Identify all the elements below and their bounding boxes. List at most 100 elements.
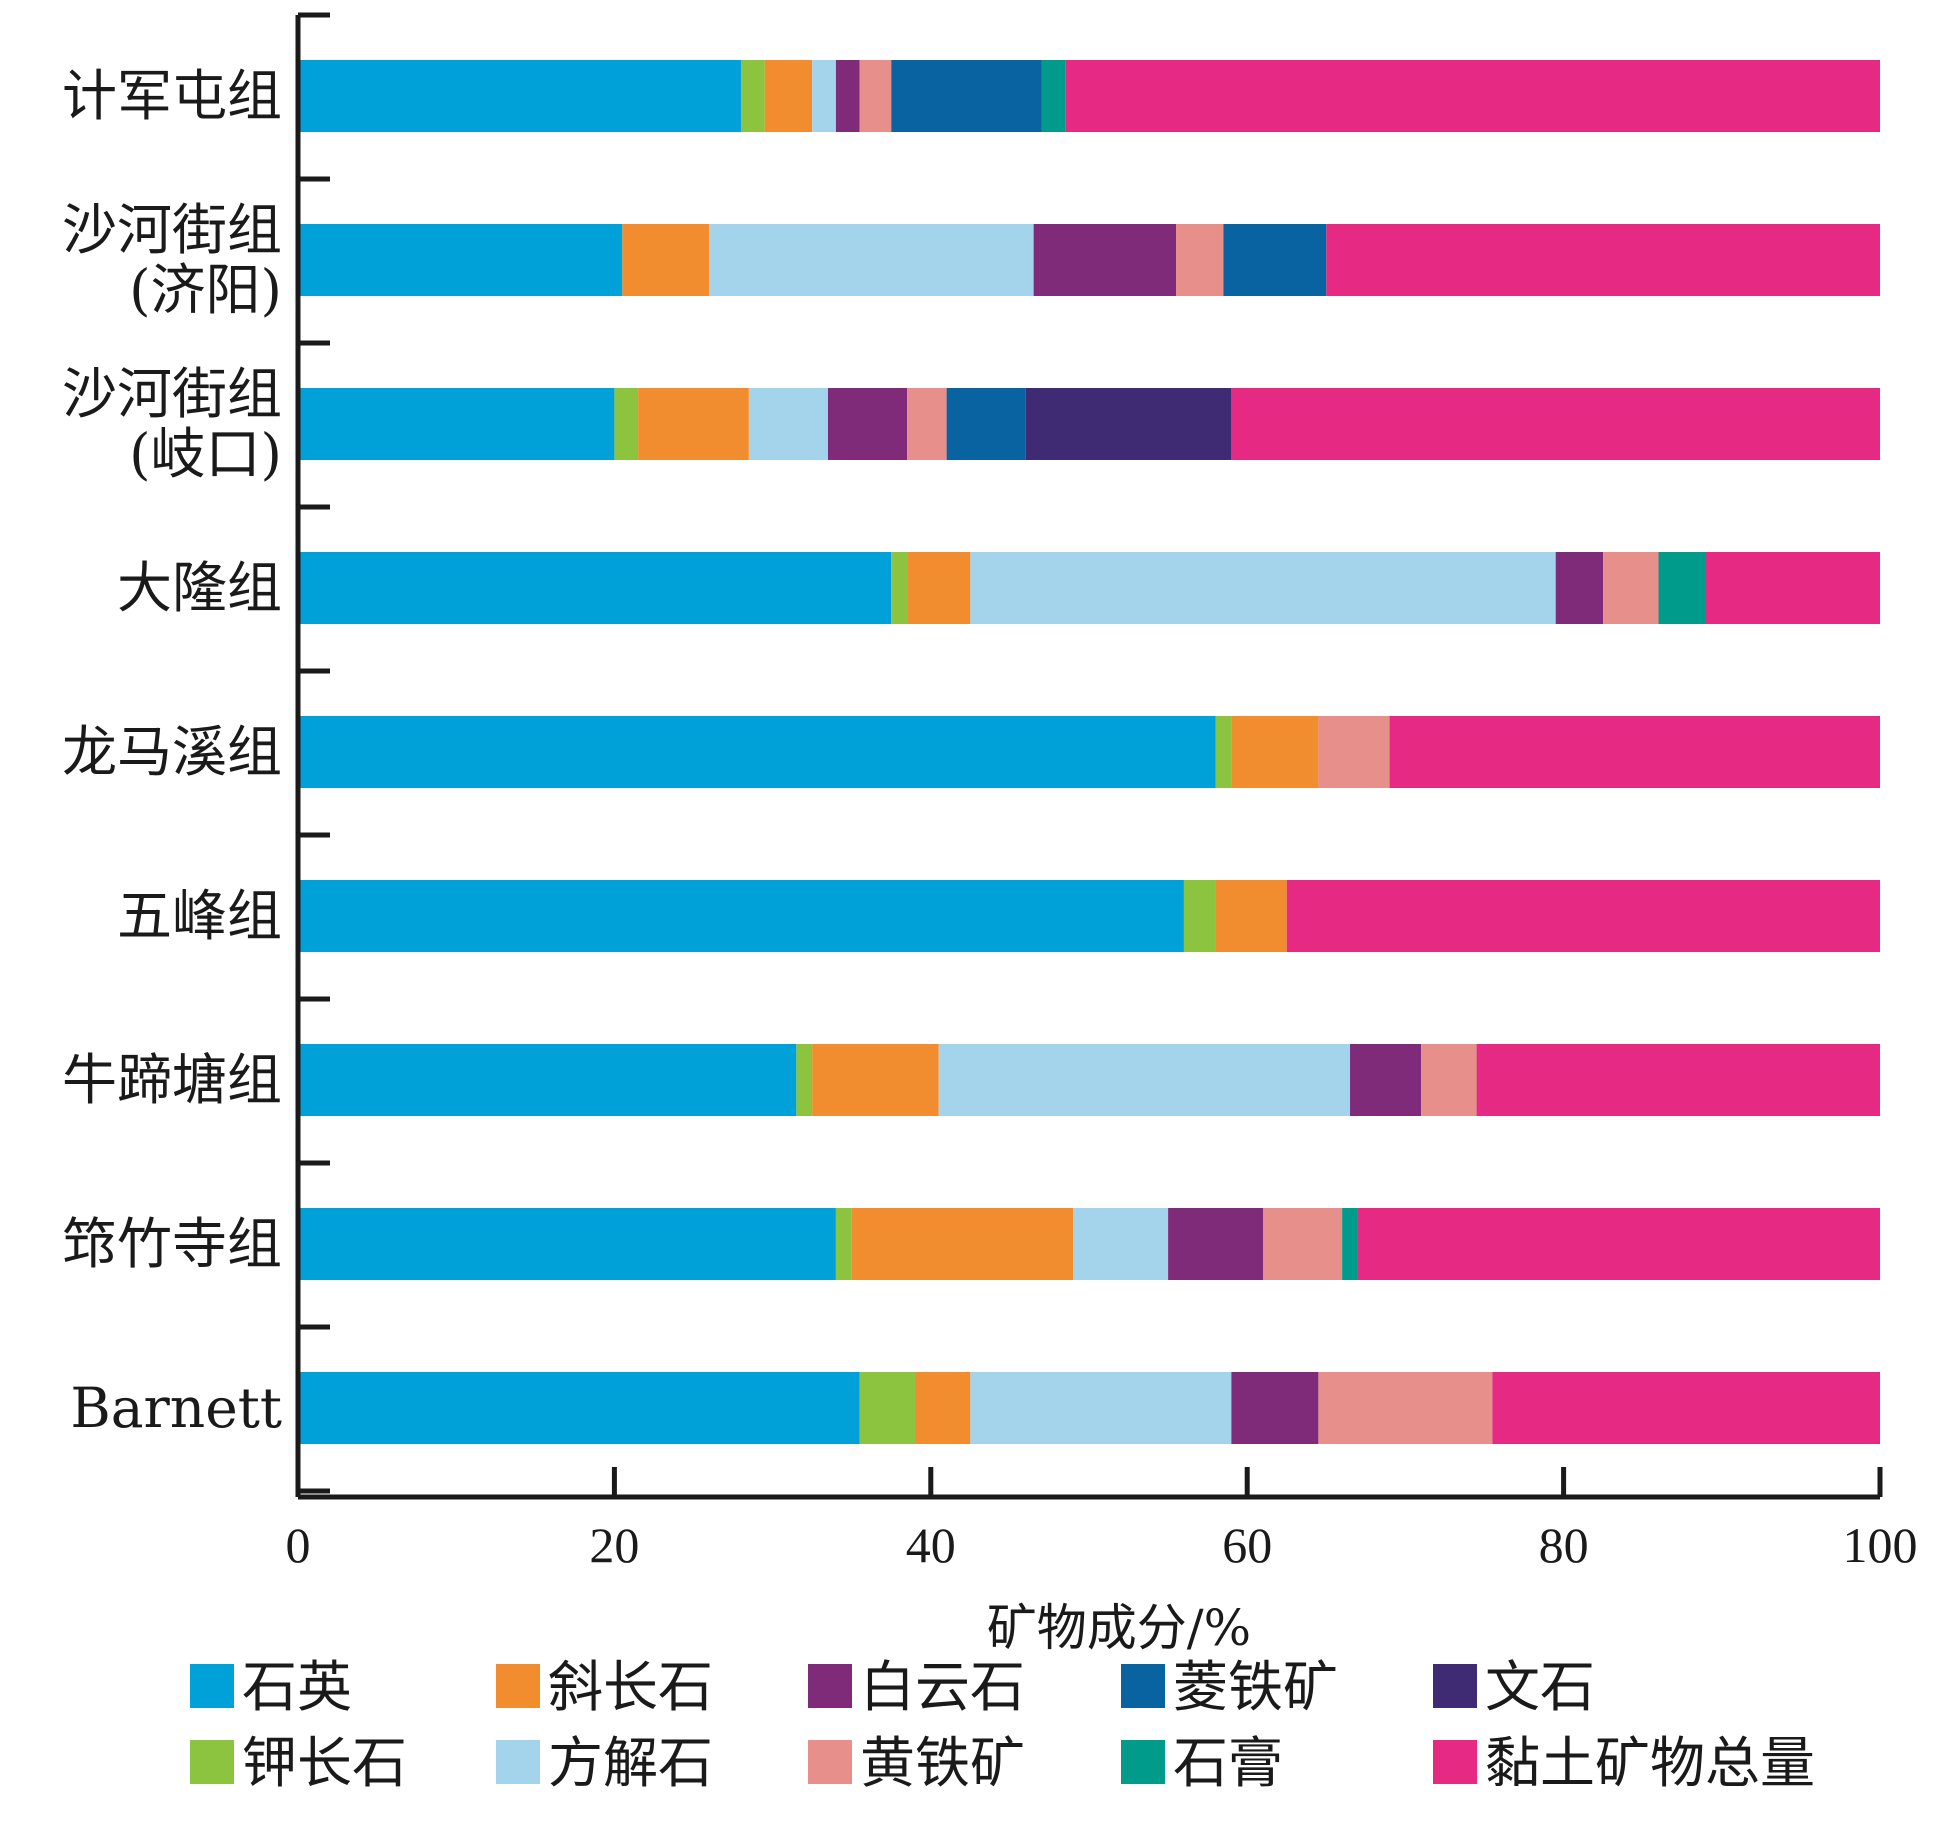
bar-segment (1033, 224, 1177, 296)
category-label: 沙河街组(岐口) (62, 362, 282, 486)
legend-swatch (1433, 1740, 1477, 1784)
bar-segment (1176, 224, 1224, 296)
bar-segment (298, 1372, 860, 1444)
category-label-line: 牛蹄塘组 (62, 1048, 282, 1112)
category-label: Barnett (70, 1376, 282, 1440)
category-label: 筇竹寺组 (62, 1212, 282, 1276)
bar-segment (1168, 1208, 1264, 1280)
bar-segment (622, 224, 710, 296)
legend-label: 文石 (1485, 1655, 1595, 1719)
x-ticks: 0 20 40 60 80 100 (286, 1467, 1918, 1573)
axes-group (295, 12, 1880, 1500)
bar-segment (812, 1044, 939, 1116)
bar-segment (907, 388, 947, 460)
bar-segment (835, 1208, 852, 1280)
bar-segment (1183, 880, 1216, 952)
legend-label: 斜长石 (548, 1655, 713, 1719)
bar-segment (1223, 224, 1327, 296)
bar-segment (1073, 1208, 1169, 1280)
bar-segment (835, 60, 860, 132)
legend-swatch (190, 1664, 234, 1708)
category-label-line: (济阳) (129, 258, 282, 322)
x-tick-label: 40 (906, 1517, 956, 1573)
legend-swatch (496, 1740, 540, 1784)
bar-segment (946, 388, 1026, 460)
bar-segment (970, 1372, 1232, 1444)
category-label: 计军屯组 (62, 64, 282, 128)
x-axis-title: 矿物成分/% (987, 1599, 1251, 1657)
bar-segment (1231, 1372, 1319, 1444)
bar-segment (298, 552, 892, 624)
category-label: 牛蹄塘组 (62, 1048, 282, 1112)
bar-segment (827, 388, 908, 460)
category-label-line: 沙河街组 (62, 362, 282, 426)
x-tick-label: 100 (1843, 1517, 1918, 1573)
bar-segment (298, 1208, 836, 1280)
bar-segment (1555, 552, 1604, 624)
bar-segment (298, 716, 1216, 788)
bar-segment (1492, 1372, 1880, 1444)
bar-segment (859, 1372, 915, 1444)
bar-segment (812, 60, 836, 132)
bar-segment (1025, 388, 1232, 460)
bar-segment (891, 552, 908, 624)
bar-segment (891, 60, 1042, 132)
bar-segment (1231, 388, 1880, 460)
bar-segment (764, 60, 813, 132)
bar-segment (1389, 716, 1880, 788)
legend-swatch (808, 1740, 852, 1784)
category-label-line: 筇竹寺组 (62, 1212, 282, 1276)
x-tick-label: 0 (286, 1517, 311, 1573)
bar-segment (851, 1208, 1074, 1280)
bar-segment (1658, 552, 1706, 624)
bar-segment (298, 388, 615, 460)
legend-swatch (1121, 1664, 1165, 1708)
legend-label: 石膏 (1173, 1731, 1283, 1795)
category-label: 龙马溪组 (62, 720, 282, 784)
legend-label: 钾长石 (242, 1731, 407, 1795)
bar-segment (1421, 1044, 1477, 1116)
bars-group (298, 60, 1880, 1444)
category-label-line: 大隆组 (117, 556, 282, 620)
bar-segment (859, 60, 892, 132)
bar-segment (970, 552, 1556, 624)
bar-segment (796, 1044, 813, 1116)
legend-swatch (496, 1664, 540, 1708)
bar-segment (1041, 60, 1066, 132)
category-label: 大隆组 (117, 556, 282, 620)
bar-segment (740, 60, 765, 132)
bar-segment (1476, 1044, 1880, 1116)
legend-label: 菱铁矿 (1173, 1655, 1338, 1719)
category-label: 沙河街组(济阳) (62, 198, 282, 322)
bar-segment (298, 880, 1184, 952)
bar-segment (907, 552, 971, 624)
legend-swatch (1433, 1664, 1477, 1708)
bar-segment (1350, 1044, 1422, 1116)
category-label-line: (岐口) (129, 422, 282, 486)
legend-label: 黏土矿物总量 (1485, 1731, 1815, 1795)
bar-segment (614, 388, 639, 460)
x-tick-label: 60 (1222, 1517, 1272, 1573)
bar-segment (1263, 1208, 1343, 1280)
x-tick-label: 20 (589, 1517, 639, 1573)
bar-segment (1326, 224, 1880, 296)
bar-segment (1286, 880, 1880, 952)
bar-segment (298, 1044, 797, 1116)
bar-segment (1318, 1372, 1493, 1444)
category-label-line: 沙河街组 (62, 198, 282, 262)
category-label-line: 龙马溪组 (62, 720, 282, 784)
bar-segment (298, 60, 741, 132)
legend-label: 白云石 (860, 1655, 1025, 1719)
bar-segment (1705, 552, 1880, 624)
legend-swatch (190, 1740, 234, 1784)
bar-segment (748, 388, 828, 460)
bar-segment (1603, 552, 1659, 624)
bar-segment (1215, 716, 1232, 788)
legend-label: 方解石 (548, 1731, 713, 1795)
bar-segment (638, 388, 749, 460)
category-label-line: 计军屯组 (62, 64, 282, 128)
bar-segment (1318, 716, 1390, 788)
category-label: 五峰组 (117, 884, 282, 948)
bar-segment (1065, 60, 1880, 132)
